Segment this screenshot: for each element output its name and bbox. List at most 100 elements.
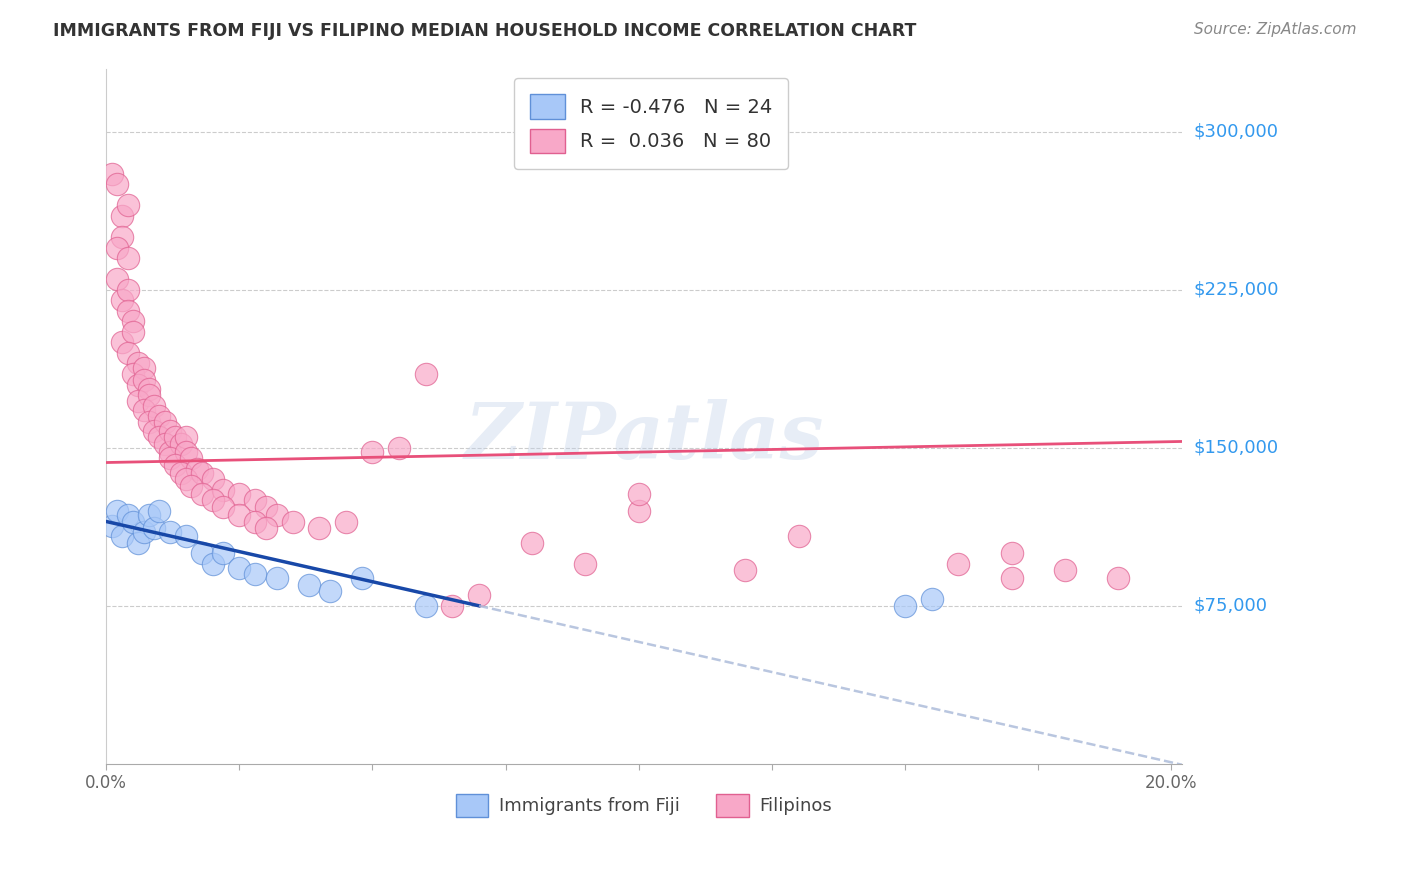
Point [174, 529, 197, 543]
Text: ZIPatlas: ZIPatlas [464, 399, 824, 475]
Point [180, 451, 202, 466]
Point [148, 504, 170, 518]
Point [121, 325, 143, 339]
Point [117, 303, 139, 318]
Point [201, 472, 224, 486]
Point [111, 230, 134, 244]
Point [138, 508, 160, 523]
Point [117, 283, 139, 297]
Point [627, 504, 650, 518]
Text: $225,000: $225,000 [1194, 281, 1278, 299]
Point [170, 466, 193, 480]
Point [228, 508, 250, 523]
Point [105, 272, 128, 286]
Point [212, 546, 235, 560]
Point [127, 394, 149, 409]
Point [734, 563, 756, 577]
Point [627, 487, 650, 501]
Point [143, 521, 166, 535]
Point [111, 293, 134, 308]
Point [787, 529, 810, 543]
Point [388, 441, 411, 455]
Point [165, 430, 187, 444]
Text: Source: ZipAtlas.com: Source: ZipAtlas.com [1194, 22, 1357, 37]
Point [105, 241, 128, 255]
Point [148, 430, 170, 444]
Point [245, 493, 267, 508]
Point [100, 167, 122, 181]
Point [117, 251, 139, 265]
Point [174, 445, 197, 459]
Point [186, 462, 208, 476]
Point [127, 377, 149, 392]
Point [281, 515, 304, 529]
Point [319, 584, 342, 599]
Point [111, 529, 134, 543]
Point [138, 416, 160, 430]
Point [127, 535, 149, 549]
Point [105, 178, 128, 192]
Point [1053, 563, 1076, 577]
Point [201, 557, 224, 571]
Point [191, 546, 214, 560]
Text: $150,000: $150,000 [1194, 439, 1278, 457]
Point [159, 451, 181, 466]
Text: $300,000: $300,000 [1194, 123, 1278, 141]
Point [308, 521, 330, 535]
Legend: Immigrants from Fiji, Filipinos: Immigrants from Fiji, Filipinos [449, 787, 839, 824]
Point [170, 436, 193, 450]
Point [138, 382, 160, 396]
Point [1000, 546, 1022, 560]
Point [132, 524, 155, 539]
Point [266, 571, 288, 585]
Point [1107, 571, 1129, 585]
Point [148, 409, 170, 424]
Point [121, 367, 143, 381]
Point [894, 599, 917, 613]
Point [100, 518, 122, 533]
Point [948, 557, 970, 571]
Text: IMMIGRANTS FROM FIJI VS FILIPINO MEDIAN HOUSEHOLD INCOME CORRELATION CHART: IMMIGRANTS FROM FIJI VS FILIPINO MEDIAN … [53, 22, 917, 40]
Point [191, 487, 214, 501]
Point [266, 508, 288, 523]
Point [201, 493, 224, 508]
Point [1000, 571, 1022, 585]
Point [297, 578, 319, 592]
Point [159, 524, 181, 539]
Point [132, 402, 155, 417]
Point [174, 430, 197, 444]
Point [574, 557, 596, 571]
Point [138, 388, 160, 402]
Point [174, 472, 197, 486]
Point [127, 357, 149, 371]
Point [153, 436, 176, 450]
Point [159, 424, 181, 438]
Text: $75,000: $75,000 [1194, 597, 1267, 615]
Point [117, 346, 139, 360]
Point [228, 561, 250, 575]
Point [522, 535, 544, 549]
Point [153, 416, 176, 430]
Point [921, 592, 943, 607]
Point [212, 500, 235, 514]
Point [350, 571, 373, 585]
Point [335, 515, 357, 529]
Point [132, 360, 155, 375]
Point [165, 458, 187, 472]
Point [117, 198, 139, 212]
Point [180, 479, 202, 493]
Point [117, 508, 139, 523]
Point [441, 599, 464, 613]
Point [212, 483, 235, 497]
Point [228, 487, 250, 501]
Point [468, 588, 491, 602]
Point [191, 466, 214, 480]
Point [159, 445, 181, 459]
Point [105, 504, 128, 518]
Point [132, 373, 155, 387]
Point [143, 399, 166, 413]
Point [245, 567, 267, 582]
Point [121, 515, 143, 529]
Point [415, 367, 437, 381]
Point [415, 599, 437, 613]
